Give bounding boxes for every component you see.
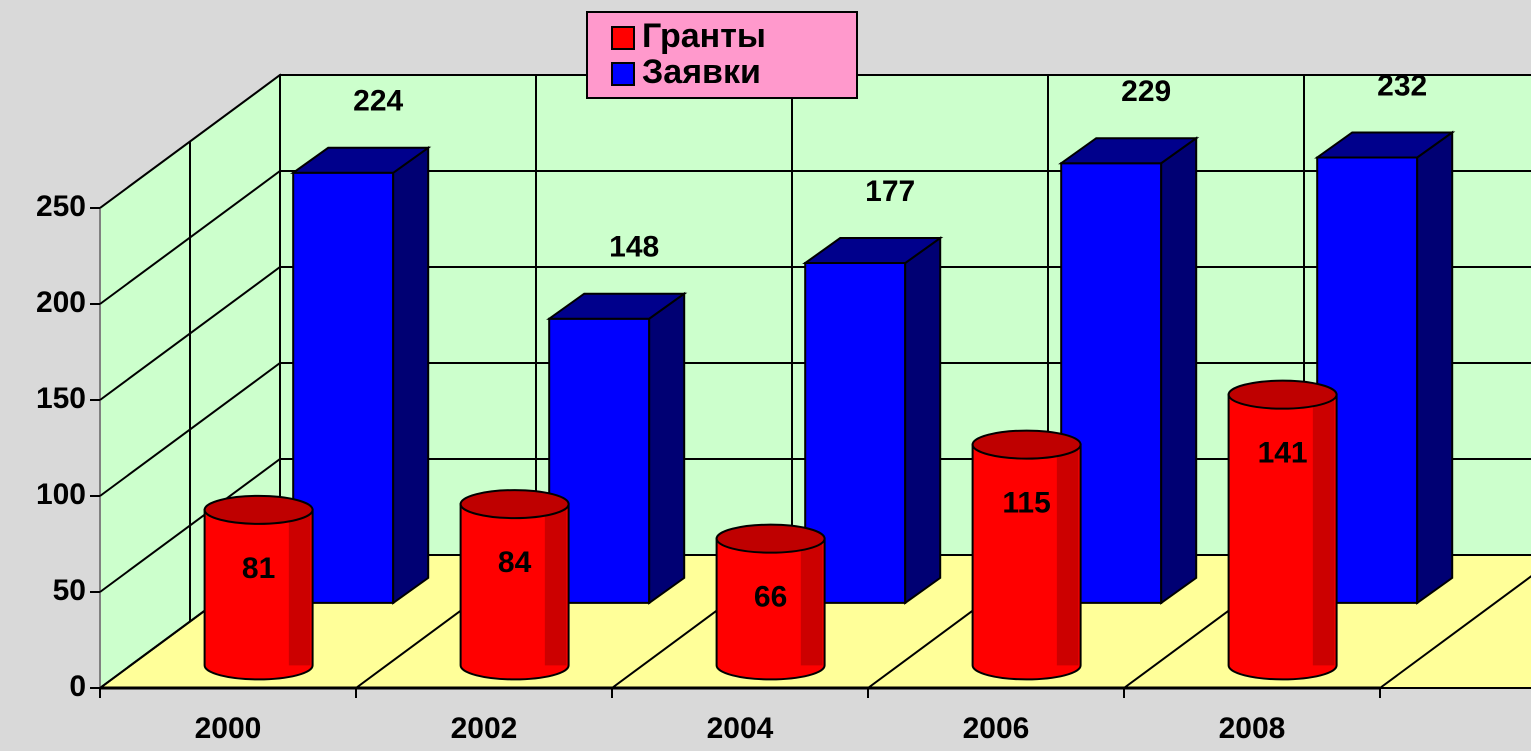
legend-swatch — [611, 62, 635, 86]
bar — [715, 523, 826, 681]
bar — [459, 489, 570, 681]
bar — [1314, 130, 1456, 605]
bar — [203, 494, 314, 681]
bar — [1227, 379, 1338, 681]
y-tick-label: 200 — [36, 286, 86, 319]
y-tick-label: 150 — [36, 382, 86, 415]
legend-label: Заявки — [642, 53, 761, 91]
bar — [290, 145, 432, 605]
category-divider — [1379, 575, 1531, 689]
x-tick-label: 2006 — [963, 712, 1030, 745]
bar — [971, 429, 1082, 681]
data-label: 229 — [1121, 75, 1171, 108]
y-tick-label: 50 — [53, 574, 86, 607]
data-label: 224 — [353, 85, 403, 118]
y-tick-label: 250 — [36, 190, 86, 223]
data-label: 66 — [754, 581, 787, 614]
x-tick-label: 2008 — [1219, 712, 1286, 745]
bar — [802, 236, 944, 605]
data-label: 177 — [865, 175, 915, 208]
data-label: 232 — [1377, 69, 1427, 102]
bar — [546, 291, 688, 605]
y-tick-label: 100 — [36, 478, 86, 511]
x-tick-label: 2004 — [707, 712, 774, 745]
bar — [1058, 136, 1200, 605]
data-label: 81 — [242, 552, 275, 585]
data-label: 148 — [609, 231, 659, 264]
y-tick-label: 0 — [69, 670, 86, 703]
x-tick-label: 2000 — [195, 712, 262, 745]
data-label: 141 — [1258, 437, 1308, 470]
data-label: 84 — [498, 546, 532, 579]
legend-label: Гранты — [642, 17, 766, 55]
x-tick-label: 2002 — [451, 712, 518, 745]
legend-swatch — [611, 26, 635, 50]
data-label: 115 — [1002, 487, 1050, 520]
